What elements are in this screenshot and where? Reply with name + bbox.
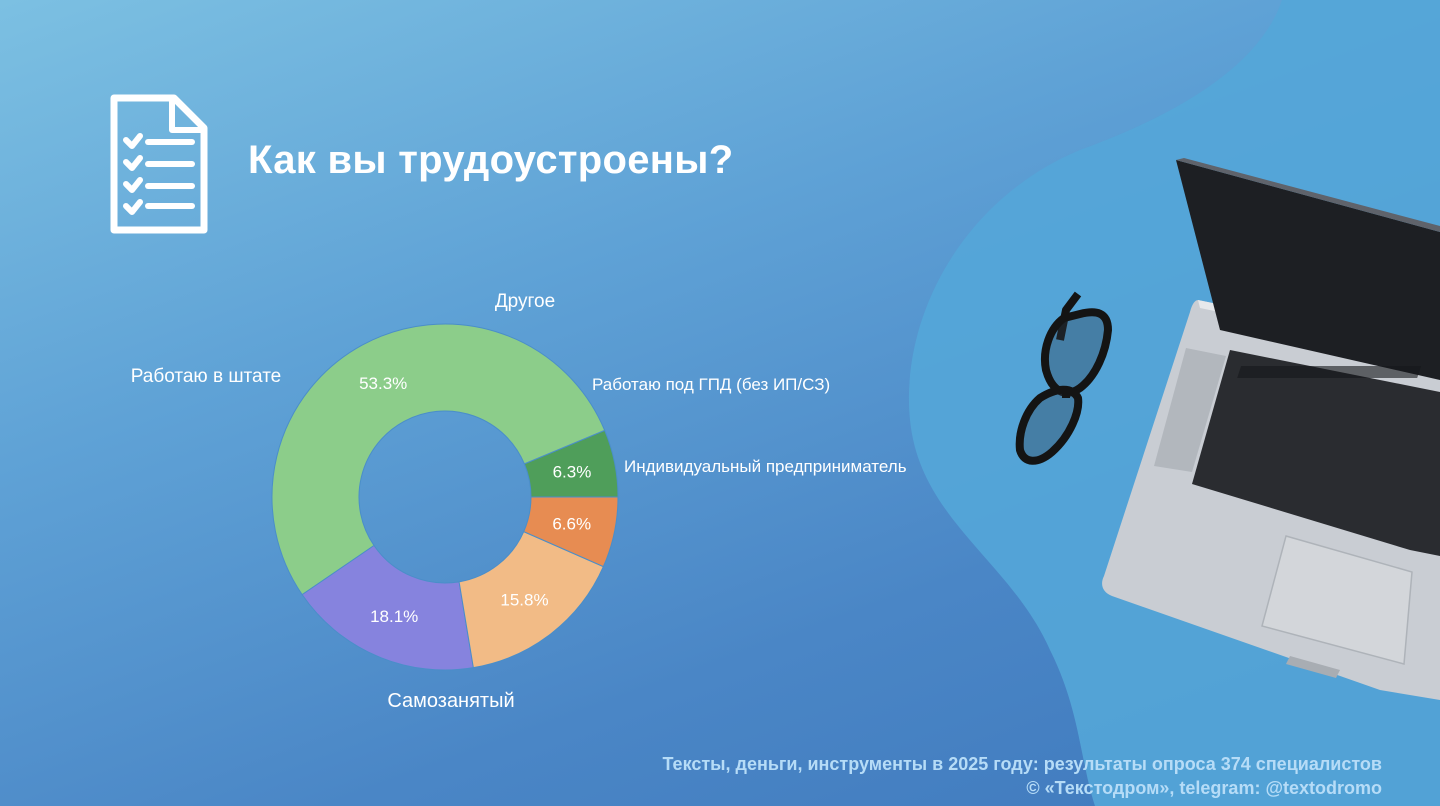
slice-category-label: Индивидуальный предприниматель [624, 457, 907, 476]
donut-slice [271, 323, 606, 596]
page-title: Как вы трудоустроены? [248, 138, 734, 182]
footer-copyright: © «Текстодром», telegram: @textodromo [1026, 778, 1382, 798]
slice-category-label: Работаю под ГПД (без ИП/СЗ) [592, 375, 830, 394]
donut-slice [301, 544, 474, 671]
slice-value-label: 6.6% [552, 515, 591, 534]
slice-value-label: 18.1% [370, 607, 418, 626]
glasses-icon [1015, 291, 1112, 465]
slice-value-label: 6.3% [553, 463, 592, 482]
donut-slice [523, 496, 619, 568]
checklist-document-icon [110, 94, 208, 234]
footer: Тексты, деньги, инструменты в 2025 году:… [662, 752, 1382, 800]
slice-value-label: 15.8% [500, 590, 548, 609]
slice-value-label: 53.3% [359, 374, 407, 393]
slice-category-label: Другое [495, 291, 555, 312]
slice-category-label: Самозанятый [387, 690, 514, 712]
laptop-icon [1102, 158, 1440, 700]
footer-source: Тексты, деньги, инструменты в 2025 году:… [662, 754, 1382, 774]
slice-category-label: Работаю в штате [131, 366, 282, 387]
